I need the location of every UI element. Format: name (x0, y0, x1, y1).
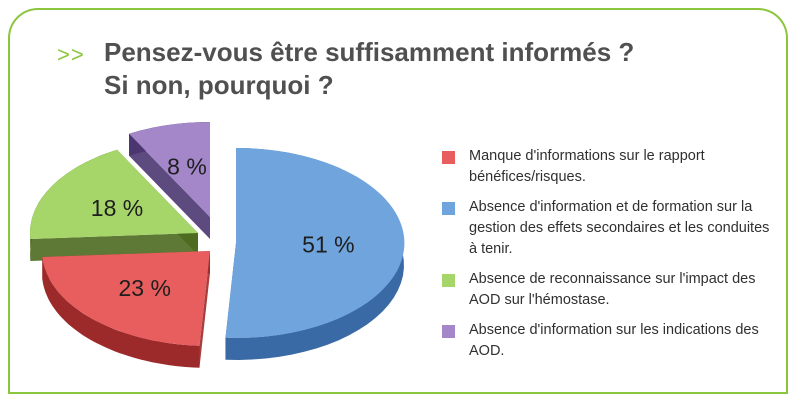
legend-swatch-3 (442, 325, 455, 338)
card-frame-bottom (8, 392, 788, 394)
legend-item-1: Absence d'information et de formation su… (442, 197, 772, 260)
legend-swatch-1 (442, 202, 455, 215)
legend-label-0: Manque d'informations sur le rapport bén… (469, 148, 705, 185)
legend-swatch-2 (442, 274, 455, 287)
slice-side-0 (42, 257, 200, 368)
legend-label-1: Absence d'information et de formation su… (469, 199, 770, 257)
legend-item-3: Absence d'information sur les indication… (442, 320, 772, 362)
legend-item-0: Manque d'informations sur le rapport bén… (442, 146, 772, 188)
title-line-1: Pensez-vous être suffisamment informés ? (104, 37, 635, 67)
slice-2 (29, 149, 199, 239)
slice-label-0: 23 % (118, 275, 170, 301)
chart-legend: Manque d'informations sur le rapport bén… (442, 146, 772, 371)
legend-label-3: Absence d'information sur les indication… (469, 322, 759, 359)
slice-label-3: 8 % (167, 153, 207, 179)
page-title: Pensez-vous être suffisamment informés ?… (104, 36, 634, 102)
slice-wall-0-0 (199, 251, 210, 368)
title-line-2: Si non, pourquoi ? (104, 70, 334, 100)
legend-swatch-0 (442, 151, 455, 164)
legend-label-2: Absence de reconnaissance sur l'impact d… (469, 271, 756, 308)
slice-label-2: 18 % (91, 195, 143, 221)
legend-item-2: Absence de reconnaissance sur l'impact d… (442, 269, 772, 311)
slice-0 (42, 251, 210, 346)
slice-label-1: 51 % (302, 232, 354, 258)
card-frame (8, 8, 788, 394)
slice-1 (225, 147, 405, 338)
slice-3 (129, 122, 210, 217)
slice-wall-3-0 (129, 133, 210, 239)
chevron-icon: >> (57, 42, 85, 67)
